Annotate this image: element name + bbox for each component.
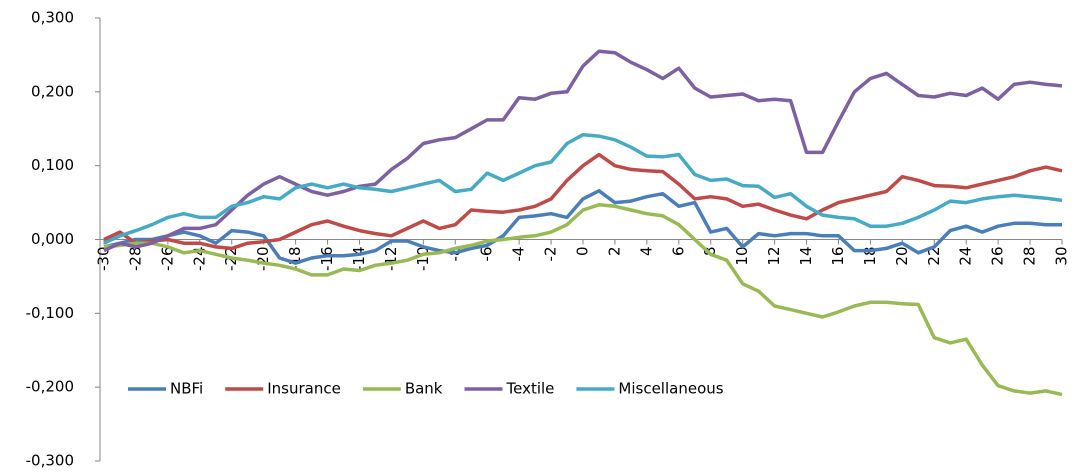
y-tick-label: -0,100	[26, 304, 74, 322]
legend-label: Miscellaneous	[618, 380, 723, 398]
x-tick-label: 14	[797, 247, 815, 266]
x-tick-label: 22	[925, 247, 943, 266]
x-tick-label: -28	[126, 247, 144, 272]
x-tick-label: -30	[95, 247, 113, 272]
y-tick-label: -0,300	[26, 452, 74, 470]
x-tick-label: 12	[765, 247, 783, 266]
x-tick-label: -10	[414, 247, 432, 272]
x-tick-label: 0	[574, 247, 592, 257]
x-tick-label: -18	[286, 247, 304, 272]
legend-label: Insurance	[267, 380, 341, 398]
series-line	[103, 49, 1063, 253]
y-tick-label: 0,200	[31, 82, 74, 100]
x-tick-label: -12	[382, 247, 400, 272]
legend-label: Textile	[506, 380, 555, 398]
series-line	[103, 152, 1063, 251]
x-tick-label: 6	[669, 247, 687, 257]
x-tick-label: 10	[733, 247, 751, 266]
series-line	[103, 189, 1062, 265]
x-tick-label: -6	[478, 247, 496, 262]
x-tick-label: 28	[1021, 247, 1039, 266]
y-tick-label: 0,100	[31, 156, 74, 174]
x-tick-label: 16	[829, 247, 847, 266]
legend-label: Bank	[405, 380, 443, 398]
x-tick-label: 4	[637, 247, 655, 257]
y-tick-label: 0,300	[31, 9, 74, 27]
x-tick-label: 20	[893, 247, 911, 266]
x-tick-label: 8	[701, 247, 719, 257]
y-tick-label: -0,200	[26, 378, 74, 396]
x-tick-label: 30	[1053, 247, 1071, 266]
x-tick-label: 26	[989, 247, 1007, 266]
y-tick-label: 0,000	[31, 230, 74, 248]
legend-label: NBFi	[170, 380, 203, 398]
x-tick-label: -20	[254, 247, 272, 272]
x-tick-label: -2	[542, 247, 560, 262]
x-tick-label: -16	[318, 247, 336, 272]
x-tick-label: -4	[510, 247, 528, 262]
x-tick-label: -26	[158, 247, 176, 272]
series-line	[103, 132, 1063, 245]
series-line	[103, 203, 1063, 397]
x-tick-label: 2	[605, 247, 623, 257]
x-tick-label: 24	[957, 247, 975, 266]
